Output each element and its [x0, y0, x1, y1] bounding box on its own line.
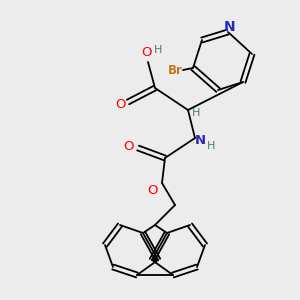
- Text: N: N: [224, 20, 236, 34]
- Text: Br: Br: [168, 64, 182, 76]
- Text: H: H: [192, 108, 200, 118]
- Text: O: O: [147, 184, 157, 197]
- Text: H: H: [207, 141, 215, 151]
- Text: O: O: [141, 46, 151, 59]
- Text: N: N: [194, 134, 206, 148]
- Text: O: O: [115, 98, 125, 110]
- Text: H: H: [154, 45, 162, 55]
- Text: O: O: [123, 140, 133, 152]
